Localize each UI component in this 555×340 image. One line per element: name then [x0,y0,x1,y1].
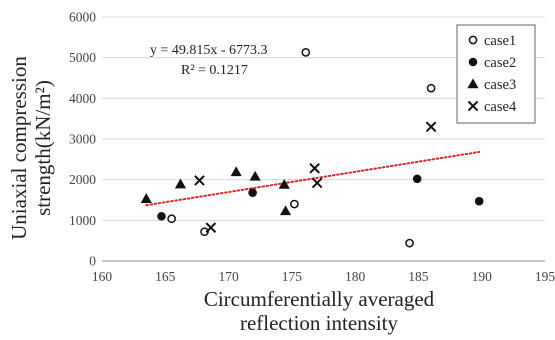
case1-point [291,200,298,207]
y-tick-label: 1000 [69,213,96,228]
y-tick-label: 5000 [69,50,96,65]
legend-label-case1: case1 [484,33,516,49]
y-axis-title: Uniaxial compression strength(kN/m²) [7,56,55,240]
r-squared-label: R² = 0.1217 [181,63,248,78]
legend: case1 case2 case3 case4 [457,25,535,123]
y-tick-label: 4000 [69,91,96,106]
x-tick-label: 185 [408,269,429,284]
y-axis-title-line-2: strength(kN/m²) [31,80,55,216]
x-tick-label: 175 [282,269,303,284]
case1-point [302,49,309,56]
x-tick-label: 170 [218,269,239,284]
y-tick-label: 6000 [69,10,96,25]
legend-label-case3: case3 [484,77,516,93]
x-axis-title-line-1: Circumferentially averaged [204,287,435,311]
case1-point [406,240,413,247]
x-tick-label: 165 [155,269,176,284]
y-tick-label: 0 [89,254,96,269]
case2-point [413,175,422,184]
x-tick-label: 195 [535,269,555,284]
legend-marker-case1 [469,36,476,43]
legend-label-case4: case4 [484,99,517,115]
trendline-equation: y = 49.815x - 6773.3 [150,43,268,58]
case2-point [248,188,257,197]
x-tick-label: 190 [472,269,493,284]
case2-point [157,212,166,221]
y-tick-label: 2000 [69,172,96,187]
case1-point [168,215,175,222]
case2-point [475,197,484,206]
case1-point [427,85,434,92]
legend-marker-case2 [469,58,478,67]
y-axis-title-line-1: Uniaxial compression [7,56,31,240]
x-axis-title-line-2: reflection intensity [240,311,399,335]
x-tick-label: 160 [92,269,113,284]
legend-label-case2: case2 [484,55,516,71]
x-tick-label: 180 [345,269,366,284]
y-tick-label: 3000 [69,132,96,147]
